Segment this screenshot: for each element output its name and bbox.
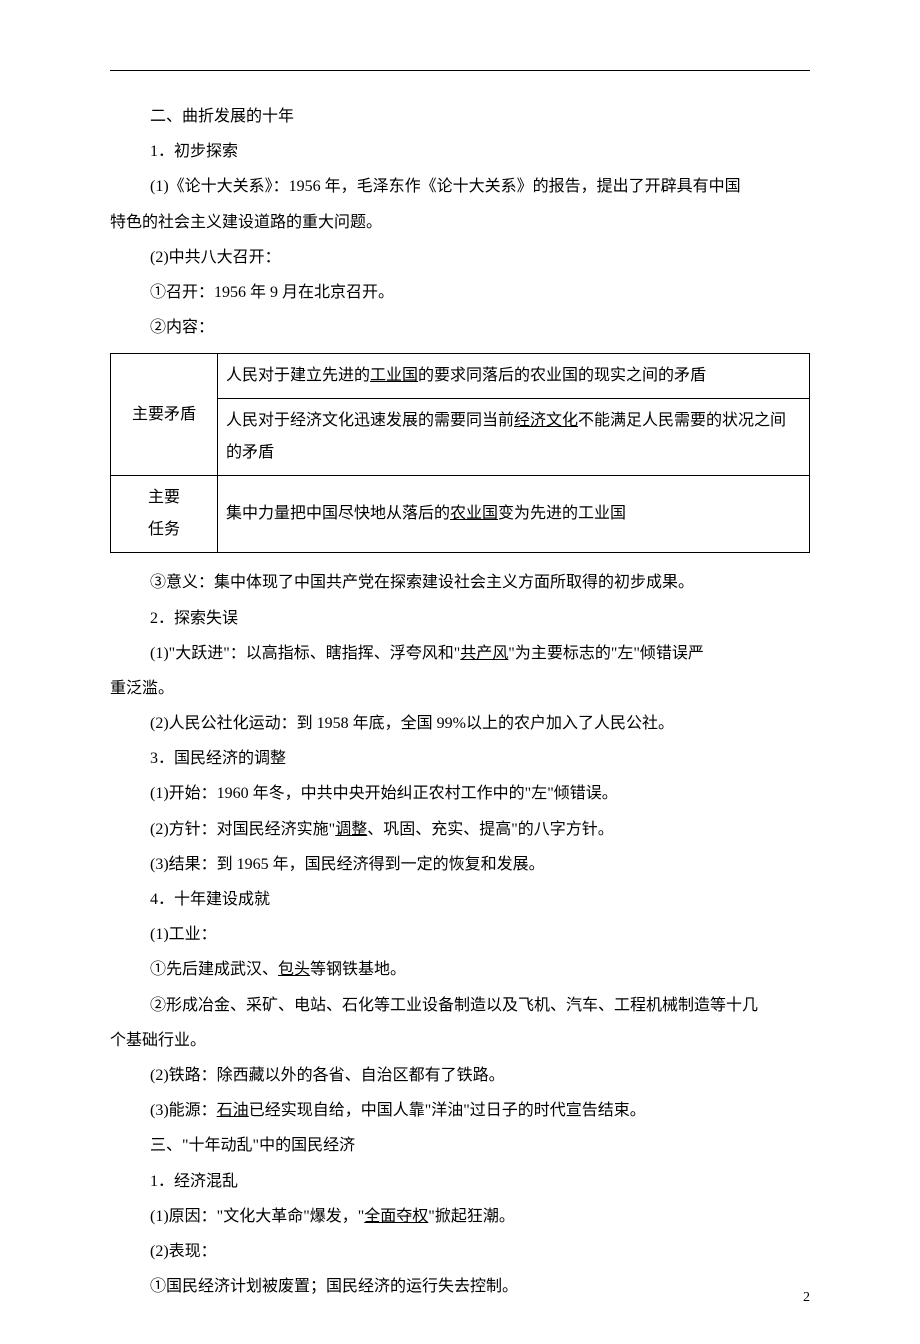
body-text: ①国民经济计划被废置；国民经济的运行失去控制。 [110, 1269, 810, 1304]
body-text: (1)《论十大关系》：1956 年，毛泽东作《论十大关系》的报告，提出了开辟具有… [110, 169, 810, 204]
underline-text: 包头 [278, 961, 310, 978]
body-text: (2)表现： [110, 1234, 810, 1269]
inline-text: "掀起狂潮。 [428, 1208, 515, 1225]
page-number: 2 [803, 1283, 810, 1314]
body-text: (3)结果：到 1965 年，国民经济得到一定的恢复和发展。 [110, 847, 810, 882]
body-text: (2)中共八大召开： [110, 240, 810, 275]
cell-text: 主要 [148, 489, 180, 506]
section-2-title: 二、曲折发展的十年 [110, 99, 810, 134]
table-cell: 人民对于经济文化迅速发展的需要同当前经济文化不能满足人民需要的状况之间的矛盾 [218, 399, 810, 476]
section-3-title: 三、"十年动乱"中的国民经济 [110, 1128, 810, 1163]
sub-3-title: 3．国民经济的调整 [110, 741, 810, 776]
table-row: 主要矛盾 人民对于建立先进的工业国的要求同落后的农业国的现实之间的矛盾 [111, 354, 810, 399]
body-text: ③意义：集中体现了中国共产党在探索建设社会主义方面所取得的初步成果。 [110, 565, 810, 600]
content-table: 主要矛盾 人民对于建立先进的工业国的要求同落后的农业国的现实之间的矛盾 人民对于… [110, 353, 810, 553]
table-cell: 集中力量把中国尽快地从落后的农业国变为先进的工业国 [218, 476, 810, 553]
body-text: 个基础行业。 [110, 1023, 810, 1058]
body-text: 重泛滥。 [110, 671, 810, 706]
inline-text: (1)原因："文化大革命"爆发，" [150, 1208, 364, 1225]
document-page: 二、曲折发展的十年 1．初步探索 (1)《论十大关系》：1956 年，毛泽东作《… [0, 0, 920, 1344]
inline-text: 、巩固、充实、提高"的八字方针。 [367, 821, 614, 838]
cell-text: 变为先进的工业国 [498, 505, 626, 522]
header-rule [110, 70, 810, 71]
underline-text: 农业国 [450, 505, 498, 522]
inline-text: (1)"大跃进"：以高指标、瞎指挥、浮夸风和" [150, 645, 460, 662]
body-text: (1)原因："文化大革命"爆发，"全面夺权"掀起狂潮。 [110, 1199, 810, 1234]
body-text: ②形成冶金、采矿、电站、石化等工业设备制造以及飞机、汽车、工程机械制造等十几 [110, 988, 810, 1023]
body-text: (1)开始：1960 年冬，中共中央开始纠正农村工作中的"左"倾错误。 [110, 776, 810, 811]
sub-4-title: 4．十年建设成就 [110, 882, 810, 917]
inline-text: (3)能源： [150, 1102, 217, 1119]
table-cell: 人民对于建立先进的工业国的要求同落后的农业国的现实之间的矛盾 [218, 354, 810, 399]
sub-2-title: 2．探索失误 [110, 601, 810, 636]
cell-text: 任务 [148, 521, 180, 538]
inline-text: (2)方针：对国民经济实施" [150, 821, 335, 838]
inline-text: ①先后建成武汉、 [150, 961, 278, 978]
body-text: ①召开：1956 年 9 月在北京召开。 [110, 275, 810, 310]
body-text: (2)方针：对国民经济实施"调整、巩固、充实、提高"的八字方针。 [110, 812, 810, 847]
body-text: (1)工业： [110, 917, 810, 952]
sub-1-title: 1．初步探索 [110, 134, 810, 169]
cell-text: 人民对于建立先进的 [226, 367, 370, 384]
body-text: 特色的社会主义建设道路的重大问题。 [110, 205, 810, 240]
body-text: (2)人民公社化运动：到 1958 年底，全国 99%以上的农户加入了人民公社。 [110, 706, 810, 741]
cell-text: 人民对于经济文化迅速发展的需要同当前 [226, 412, 514, 429]
table-cell-label: 主要 任务 [111, 476, 218, 553]
body-text: ②内容： [110, 310, 810, 345]
cell-text: 集中力量把中国尽快地从落后的 [226, 505, 450, 522]
underline-text: 共产风 [460, 645, 508, 662]
body-text: (1)"大跃进"：以高指标、瞎指挥、浮夸风和"共产风"为主要标志的"左"倾错误严 [110, 636, 810, 671]
body-text: (2)铁路：除西藏以外的各省、自治区都有了铁路。 [110, 1058, 810, 1093]
inline-text: "为主要标志的"左"倾错误严 [508, 645, 704, 662]
inline-text: 等钢铁基地。 [310, 961, 406, 978]
underline-text: 调整 [335, 821, 367, 838]
underline-text: 石油 [217, 1102, 249, 1119]
inline-text: 已经实现自给，中国人靠"洋油"过日子的时代宣告结束。 [249, 1102, 646, 1119]
table-cell-label: 主要矛盾 [111, 354, 218, 476]
underline-text: 经济文化 [514, 412, 578, 429]
body-text: (3)能源：石油已经实现自给，中国人靠"洋油"过日子的时代宣告结束。 [110, 1093, 810, 1128]
cell-text: 的要求同落后的农业国的现实之间的矛盾 [418, 367, 706, 384]
underline-text: 工业国 [370, 367, 418, 384]
sub-1-title: 1．经济混乱 [110, 1164, 810, 1199]
table-row: 主要 任务 集中力量把中国尽快地从落后的农业国变为先进的工业国 [111, 476, 810, 553]
underline-text: 全面夺权 [364, 1208, 428, 1225]
body-text: ①先后建成武汉、包头等钢铁基地。 [110, 952, 810, 987]
